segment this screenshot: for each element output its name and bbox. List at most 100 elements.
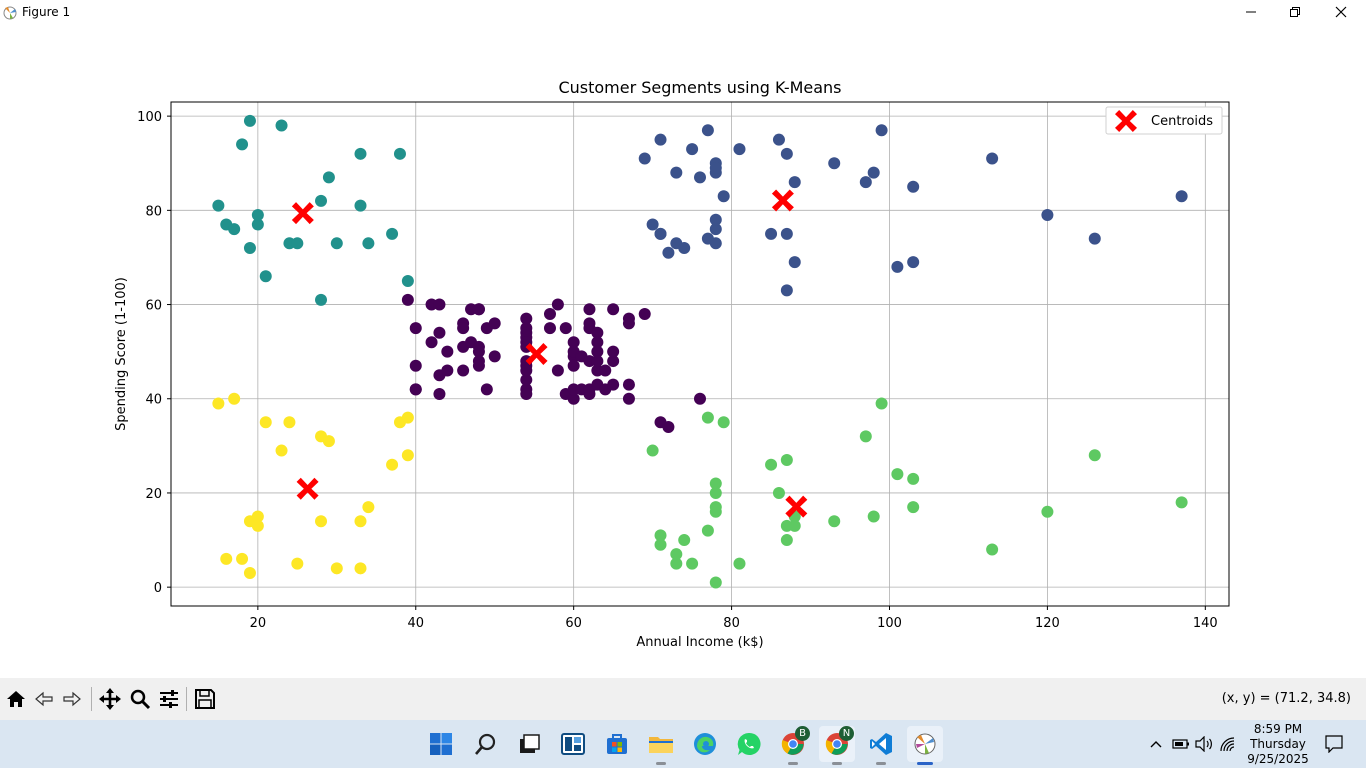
window-title-bar: Figure 1 (0, 0, 1366, 24)
move-icon (99, 688, 121, 710)
start-button[interactable] (423, 726, 459, 762)
vscode-button[interactable] (863, 726, 899, 765)
data-point-cluster-0 (599, 364, 612, 377)
battery-button[interactable] (1170, 720, 1192, 768)
data-point-cluster-4 (212, 397, 225, 410)
data-point-cluster-4 (251, 510, 264, 523)
minimize-icon (1246, 11, 1256, 13)
volume-button[interactable] (1193, 720, 1215, 768)
data-point-cluster-1 (1041, 209, 1054, 222)
folder-icon (649, 737, 673, 753)
data-point-cluster-3 (859, 430, 872, 443)
x-tick-label: 120 (1035, 616, 1060, 631)
data-point-cluster-4 (322, 435, 335, 448)
network-button[interactable] (1217, 720, 1239, 768)
data-point-cluster-1 (780, 227, 793, 240)
data-point-cluster-0 (567, 392, 580, 405)
y-tick-label: 0 (154, 581, 162, 596)
data-point-cluster-3 (646, 444, 659, 457)
profile-badge-b: B (795, 726, 810, 741)
search-button[interactable] (468, 726, 504, 762)
task-view-button[interactable] (511, 726, 547, 762)
x-tick-label: 140 (1193, 616, 1218, 631)
configure-subplots-button[interactable] (156, 686, 182, 712)
centroid-marker (296, 477, 319, 500)
file-explorer-button[interactable] (643, 726, 679, 765)
data-points (212, 114, 1188, 589)
taskbar-clock[interactable]: 8:59 PM Thursday 9/25/2025 (1240, 722, 1316, 767)
data-point-cluster-0 (409, 359, 422, 372)
data-point-cluster-0 (520, 322, 533, 335)
data-point-cluster-1 (638, 152, 651, 165)
centroid-markers (291, 189, 808, 518)
data-point-cluster-3 (733, 557, 746, 570)
data-point-cluster-4 (354, 562, 367, 575)
pan-button[interactable] (97, 686, 123, 712)
data-point-cluster-1 (907, 256, 920, 269)
data-point-cluster-4 (236, 552, 249, 565)
chrome-profile-n-button[interactable]: N (819, 726, 855, 765)
data-point-cluster-1 (765, 227, 778, 240)
data-point-cluster-3 (828, 515, 841, 528)
data-point-cluster-0 (583, 303, 596, 316)
data-point-cluster-2 (236, 138, 249, 151)
data-point-cluster-1 (1175, 190, 1188, 203)
centroid-marker (525, 343, 548, 365)
data-point-cluster-2 (251, 209, 264, 222)
y-axis-label: Spending Score (1-100) (114, 277, 129, 431)
scatter-chart[interactable]: Customer Segments using K-Means Annual I… (0, 24, 1366, 678)
widgets-button[interactable] (555, 726, 591, 762)
back-button[interactable] (31, 686, 57, 712)
data-point-cluster-0 (591, 345, 604, 358)
magnifier-icon (130, 689, 151, 710)
data-point-cluster-0 (591, 355, 604, 368)
whatsapp-button[interactable] (731, 726, 767, 762)
notifications-button[interactable] (1320, 720, 1348, 768)
data-point-cluster-1 (788, 176, 801, 189)
data-point-cluster-0 (433, 298, 446, 311)
data-point-cluster-0 (433, 388, 446, 401)
python-figure-button[interactable] (907, 726, 943, 765)
data-point-cluster-0 (559, 322, 572, 335)
data-point-cluster-4 (259, 416, 272, 429)
data-point-cluster-2 (243, 242, 256, 255)
wifi-icon (1220, 737, 1235, 752)
running-indicator (788, 762, 798, 765)
data-point-cluster-0 (488, 317, 501, 330)
save-button[interactable] (192, 686, 218, 712)
x-tick-label: 20 (250, 616, 267, 631)
clock-date: 9/25/2025 (1247, 752, 1309, 766)
data-point-cluster-0 (662, 421, 675, 434)
data-point-cluster-0 (401, 293, 414, 306)
chrome-profile-b-button[interactable]: B (775, 726, 811, 765)
data-point-cluster-1 (694, 171, 706, 184)
edge-button[interactable] (687, 726, 723, 762)
data-point-cluster-3 (717, 416, 730, 429)
data-point-cluster-1 (1088, 232, 1101, 245)
minimize-button[interactable] (1228, 0, 1274, 24)
y-tick-label: 100 (137, 110, 162, 125)
data-point-cluster-0 (694, 392, 706, 405)
close-button[interactable] (1318, 0, 1364, 24)
data-point-cluster-3 (701, 524, 714, 537)
data-point-cluster-1 (717, 190, 730, 203)
data-point-cluster-1 (828, 157, 841, 170)
microsoft-store-button[interactable] (599, 726, 635, 762)
data-point-cluster-4 (362, 501, 375, 514)
data-point-cluster-0 (567, 336, 580, 349)
x-axis-label: Annual Income (k$) (636, 635, 763, 650)
maximize-button[interactable] (1272, 0, 1318, 24)
data-point-cluster-1 (678, 242, 691, 255)
show-hidden-icons-button[interactable] (1146, 720, 1166, 768)
x-tick-label: 60 (565, 616, 582, 631)
forward-button[interactable] (59, 686, 85, 712)
running-indicator (832, 762, 842, 765)
y-tick-label: 60 (145, 299, 162, 314)
y-tick-label: 20 (145, 487, 162, 502)
figure-canvas[interactable]: Customer Segments using K-Means Annual I… (0, 24, 1366, 678)
home-button[interactable] (3, 686, 29, 712)
zoom-button[interactable] (127, 686, 153, 712)
axis-ticks: 20 40 60 80 100 120 140 0 20 40 60 80 100 (137, 110, 1218, 631)
data-point-cluster-4 (283, 416, 296, 429)
data-point-cluster-1 (780, 147, 793, 160)
